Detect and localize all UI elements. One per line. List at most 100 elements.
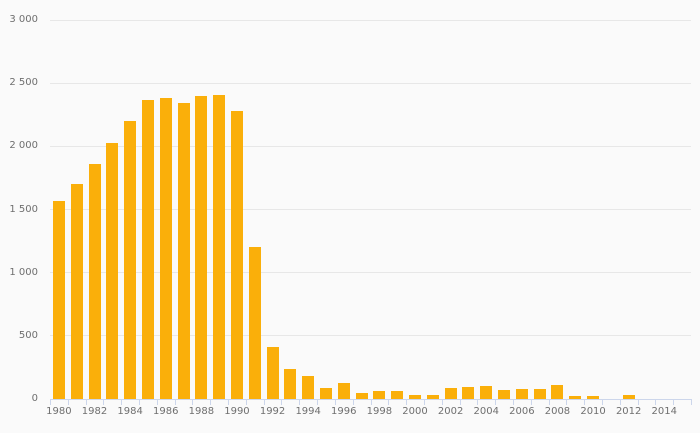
bar-2006[interactable] [515,389,528,399]
bar-1989[interactable] [213,95,226,399]
bar-1992[interactable] [266,347,279,399]
bar-1998[interactable] [373,391,386,399]
bar-1991[interactable] [248,247,261,399]
bar-2010[interactable] [587,396,600,399]
bar-1995[interactable] [319,388,332,399]
bar-1990[interactable] [230,111,243,399]
x-axis-tick [50,400,51,405]
x-axis-tick [370,400,372,405]
y-axis-label-2000: 2 000 [9,140,38,152]
x-axis-tick [673,400,675,405]
x-axis-tick [548,400,550,405]
x-axis-label-1998: 1998 [366,406,393,417]
y-axis-label-3000: 3 000 [9,14,38,25]
bar-1993[interactable] [284,369,297,399]
bar-2001[interactable] [426,395,439,399]
x-axis-tick [192,400,194,405]
x-axis-tick [530,400,532,405]
y-gridline-3000 [50,19,691,21]
x-axis-label-1994: 1994 [295,406,321,417]
x-axis-label-1992: 1992 [259,406,286,417]
y-gridline-500 [50,335,691,337]
x-axis-tick [619,400,621,405]
bar-1996[interactable] [337,383,350,399]
x-axis-tick [139,400,141,405]
bar-1988[interactable] [195,96,208,399]
x-axis-label-2004: 2004 [473,406,499,417]
x-axis-label-2012: 2012 [615,406,642,417]
x-axis-tick [103,400,105,405]
x-axis-label-2000: 2000 [402,406,428,417]
x-axis-tick [156,400,158,405]
x-axis-label-1982: 1982 [81,406,108,417]
bar-2004[interactable] [480,386,493,399]
x-axis-tick [423,400,425,405]
x-axis-label-1996: 1996 [331,406,357,417]
bar-2008[interactable] [551,385,564,399]
y-axis-label-1500: 1 500 [9,203,38,215]
y-gridline-1500 [50,209,691,210]
x-axis-tick [299,400,301,405]
bar-1980[interactable] [52,201,65,399]
x-axis-tick [477,400,479,405]
x-axis-label-2014: 2014 [651,406,677,417]
x-axis-tick [245,400,247,405]
bar-1982[interactable] [88,164,101,399]
y-gridline-2000 [50,145,691,147]
bar-1981[interactable] [70,184,83,399]
y-axis-label-500: 500 [18,329,38,341]
x-axis-label-2002: 2002 [437,406,464,417]
bar-2003[interactable] [462,387,475,399]
x-axis-tick [334,400,336,405]
x-axis-tick [388,400,390,405]
y-axis-label-2500: 2 500 [9,77,38,89]
x-axis-tick [655,400,657,405]
x-axis-tick [210,400,212,405]
bar-1986[interactable] [159,98,172,399]
x-axis-tick [406,400,408,405]
x-axis-tick [121,400,123,405]
y-gridline-1000 [50,272,691,274]
bar-1987[interactable] [177,103,190,399]
x-axis-tick [459,400,461,405]
bar-1984[interactable] [124,121,137,399]
x-axis-label-1990: 1990 [224,406,250,417]
x-axis-tick [637,400,639,405]
x-axis-tick [495,400,497,405]
x-axis-tick [601,400,603,405]
x-axis-label-1986: 1986 [153,406,179,417]
bar-2007[interactable] [533,389,546,399]
x-axis-tick [441,400,443,405]
x-axis-label-2010: 2010 [580,406,606,417]
bar-1994[interactable] [302,376,315,399]
x-axis-tick [317,400,319,405]
x-axis-tick [281,400,283,405]
bar-2000[interactable] [409,395,421,399]
bar-1997[interactable] [355,393,368,399]
x-axis-label-2006: 2006 [509,406,535,417]
x-axis-tick [263,400,265,405]
x-axis-tick [566,400,568,405]
y-gridline-2500 [50,82,691,84]
y-axis-label-1000: 1 000 [9,266,38,278]
bar-1985[interactable] [141,100,154,399]
x-axis-label-1980: 1980 [46,406,72,417]
x-axis-tick [85,400,87,405]
x-axis-label-1984: 1984 [117,406,143,417]
bar-2012[interactable] [622,395,635,399]
x-axis-tick [174,400,176,405]
x-axis-label-2008: 2008 [544,406,571,417]
x-axis-line [50,399,692,400]
x-axis-tick [228,400,230,405]
bar-2009[interactable] [569,396,582,399]
bar-1999[interactable] [391,391,404,399]
x-axis-tick [67,400,69,405]
x-axis-tick [352,400,354,405]
bar-1983[interactable] [106,143,119,399]
x-axis-tick [512,400,514,405]
bar-2005[interactable] [498,390,511,399]
bar-2002[interactable] [444,388,457,399]
x-axis-tick [584,400,586,405]
x-axis-tick [691,400,692,405]
